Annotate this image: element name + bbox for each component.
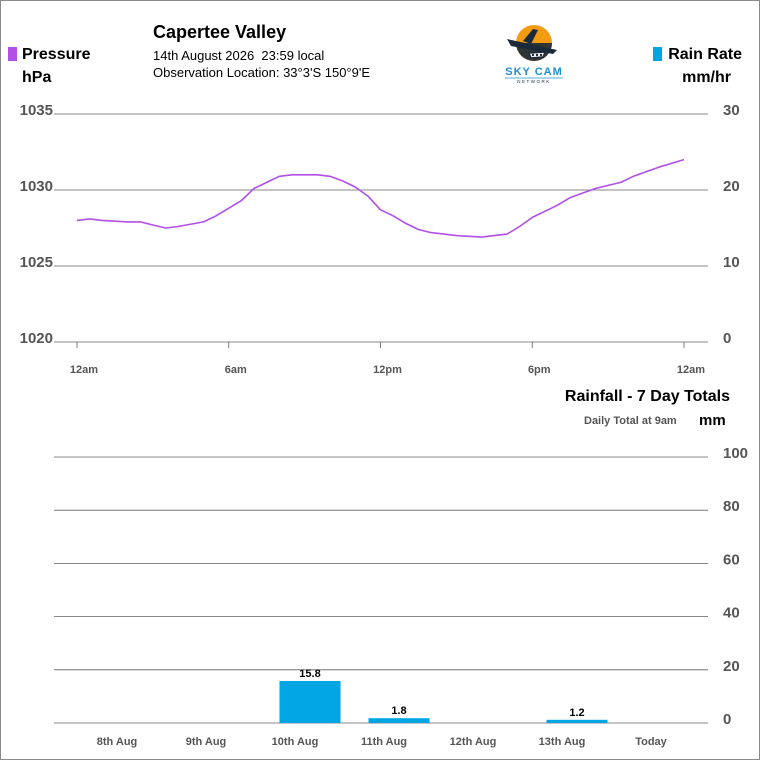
time-tick-label: 6am [225, 364, 247, 376]
rainfall-tick-label: 20 [723, 658, 740, 675]
observation-date: 14th August 2026 23:59 local [153, 48, 325, 63]
pressure-rain-rate-chart: 1035 1030 1025 1020 30 20 10 0 12am 6am 12pm 6pm 12a… [20, 102, 740, 376]
rainfall-tick-label: 60 [723, 551, 740, 568]
rain-rate-tick-label: 30 [723, 102, 740, 119]
rainfall-tick-label: 100 [723, 445, 748, 462]
logo-subtext: NETWORK [517, 79, 551, 84]
station-title: Capertee Valley [153, 22, 287, 42]
rainfall-value-label: 1.8 [391, 705, 406, 717]
rain-rate-legend-swatch [653, 47, 662, 61]
time-tick-label: 12pm [373, 364, 402, 376]
rainfall-bar [546, 719, 608, 723]
rainfall-tick-label: 80 [723, 498, 740, 515]
rainfall-tick-label: 40 [723, 605, 740, 622]
sky-cam-logo: SKY CAM NETWORK [493, 19, 575, 85]
rain-rate-tick-label: 0 [723, 330, 731, 347]
pressure-tick-label: 1035 [20, 102, 53, 119]
rain-rate-tick-label: 10 [723, 254, 740, 271]
rainfall-value-label: 1.2 [569, 707, 584, 719]
rain-rate-tick-label: 20 [723, 178, 740, 195]
pressure-tick-label: 1025 [20, 254, 53, 271]
day-category-label: 11th Aug [361, 736, 407, 748]
day-category-label: 13th Aug [539, 736, 586, 748]
pressure-unit-label: hPa [22, 69, 52, 86]
pressure-legend-label: Pressure [22, 46, 91, 63]
rainfall-value-label: 15.8 [299, 668, 320, 680]
day-category-label: 12th Aug [450, 736, 497, 748]
time-tick-label: 12am [70, 364, 98, 376]
pressure-series-line [76, 158, 685, 238]
logo-text: SKY CAM [505, 66, 563, 78]
rainfall-bar [368, 718, 430, 723]
rain-rate-legend-label: Rain Rate [668, 46, 742, 63]
observation-location: Observation Location: 33°3'S 150°9'E [153, 65, 371, 80]
time-tick-label: 6pm [528, 364, 551, 376]
rainfall-unit-label: mm [699, 412, 726, 429]
day-category-label: 8th Aug [97, 736, 138, 748]
rainfall-7day-chart: 100 80 60 40 20 0 8th Aug 9th Aug 15.8 10th Aug 1.… [54, 445, 748, 748]
day-category-label: 9th Aug [186, 736, 227, 748]
rainfall-chart-subtitle: Daily Total at 9am [584, 415, 677, 427]
rain-rate-unit-label: mm/hr [682, 69, 731, 86]
time-tick-label: 12am [677, 364, 705, 376]
rainfall-chart-title: Rainfall - 7 Day Totals [564, 388, 730, 405]
rainfall-bar [279, 680, 341, 723]
rainfall-tick-label: 0 [723, 711, 731, 728]
pressure-tick-label: 1020 [20, 330, 53, 347]
day-category-label: Today [635, 736, 667, 748]
pressure-tick-label: 1030 [20, 178, 53, 195]
day-category-label: 10th Aug [272, 736, 319, 748]
plane-over-sun-logo-icon: SKY CAM NETWORK [505, 25, 563, 84]
pressure-legend-swatch [8, 47, 17, 61]
